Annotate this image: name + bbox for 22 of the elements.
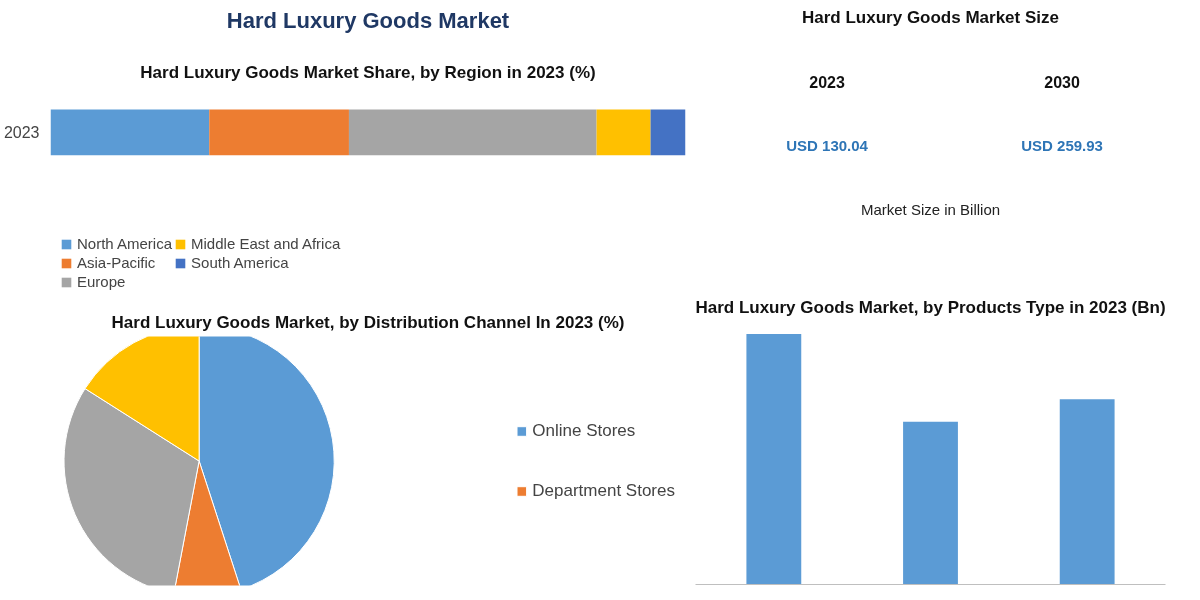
text: Hard Luxury Goods Market Size [802,7,1059,27]
text: USD 259.93 [1021,137,1103,155]
text: USD 130.04 [786,137,869,155]
bar [209,109,349,156]
text: Hard Luxury Goods Market [226,7,510,33]
text: 2030 [1044,74,1080,92]
legend-label: North America [77,235,173,252]
legend-label: Middle East and Africa [191,235,341,252]
legend-label: Asia-Pacific [77,254,156,271]
chart-title: Hard Luxury Goods Market, by Products Type in 2023 (Bn) [695,297,1166,317]
legend-label: Department Stores [532,480,675,501]
bar [650,109,686,156]
bar [596,109,651,156]
bar [348,109,597,156]
legend-label: Europe [77,273,126,290]
legend-label: South America [191,254,289,271]
chart-title: Hard Luxury Goods Market, by Distribution Channel In 2023 (%) [111,312,625,332]
bar [50,109,210,156]
text: Market Size in Billion [860,200,1001,218]
legend-label: Online Stores [532,420,636,441]
chart-title: Hard Luxury Goods Market Share, by Region in 2023 (%) [140,62,596,82]
text: 2023 [3,124,40,142]
